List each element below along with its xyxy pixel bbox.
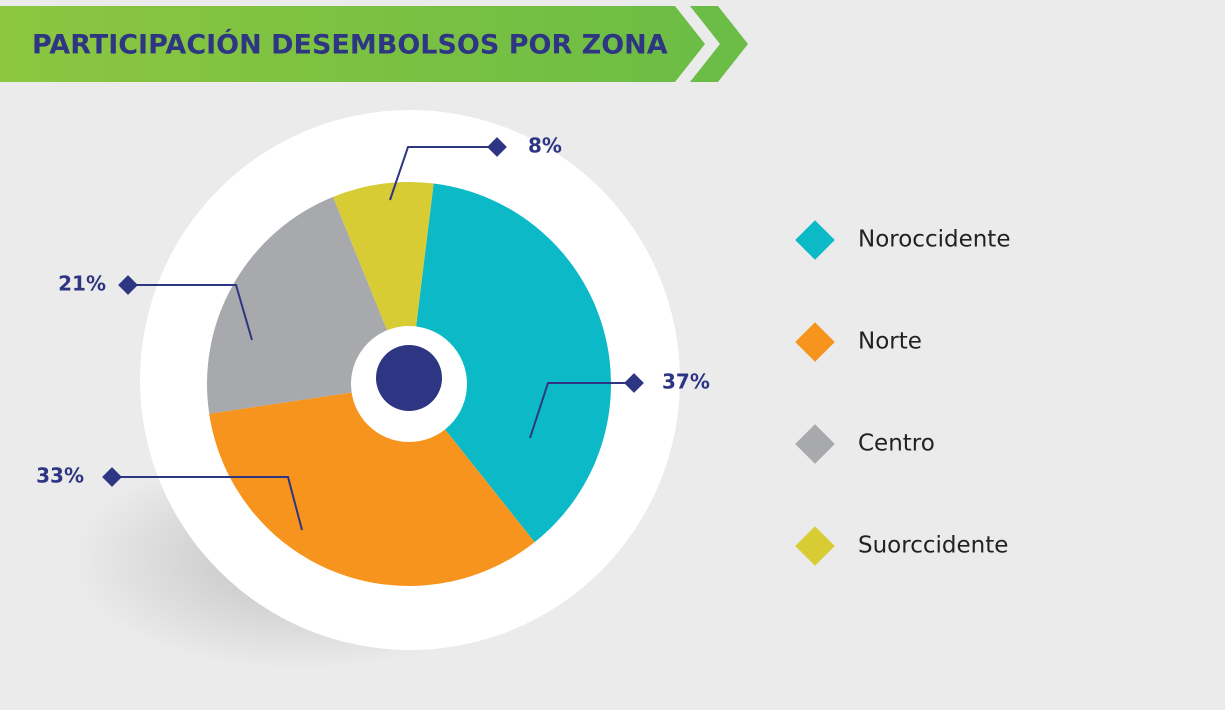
chart-title: PARTICIPACIÓN DESEMBOLSOS POR ZONA xyxy=(32,29,668,61)
data-label: 8% xyxy=(528,134,562,158)
leader-line xyxy=(112,476,303,531)
leader-diamond xyxy=(624,373,644,393)
legend-swatch xyxy=(795,424,835,464)
legend-label: Noroccidente xyxy=(858,227,1010,253)
title-banner xyxy=(0,6,705,82)
legend-label: Suorccidente xyxy=(858,533,1008,559)
data-label: 21% xyxy=(58,272,106,296)
leader-diamond xyxy=(118,275,138,295)
center-dot xyxy=(376,345,442,411)
banner-chevron xyxy=(690,6,748,82)
data-label: 33% xyxy=(36,464,84,488)
leader-diamond xyxy=(102,467,122,487)
legend-swatch xyxy=(795,322,835,362)
leader-line xyxy=(128,284,253,341)
legend-label: Centro xyxy=(858,431,935,457)
pie-slice xyxy=(209,384,535,586)
data-label: 37% xyxy=(662,370,710,394)
pie-slice xyxy=(409,183,612,543)
leader-diamond xyxy=(487,137,507,157)
legend-swatch xyxy=(795,526,835,566)
leader-line xyxy=(529,382,634,439)
legend-swatch xyxy=(795,220,835,260)
leader-line xyxy=(389,146,497,201)
legend-label: Norte xyxy=(858,329,922,355)
